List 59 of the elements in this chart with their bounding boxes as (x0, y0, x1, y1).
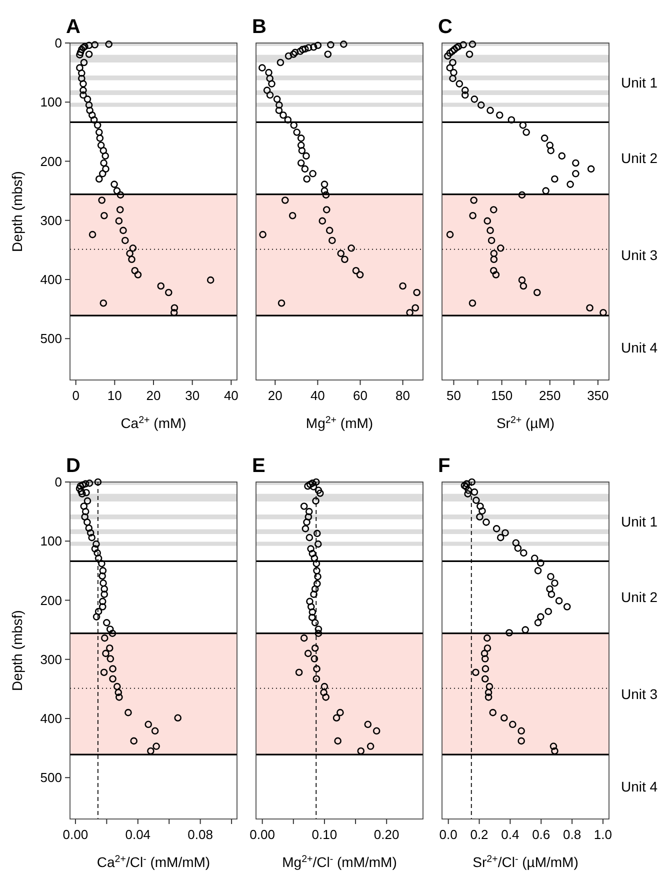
y-tick-label: 500 (40, 331, 62, 346)
text: Unit 3 (621, 246, 658, 263)
text: Unit 1 (621, 514, 658, 530)
y-tick-label: 400 (40, 711, 62, 726)
x-tick-label: 0 (72, 388, 80, 403)
chart-title: A (66, 16, 80, 38)
x-tick-label: 80 (396, 388, 410, 403)
x-tick-label: 0.8 (563, 827, 582, 842)
text: Unit 4 (621, 778, 658, 795)
x-tick-label: 20 (268, 388, 282, 403)
chart-title: C (438, 16, 452, 38)
y-tick-label: 500 (40, 770, 62, 786)
y-tick-label: 0 (54, 474, 62, 490)
x-tick-label: 30 (185, 388, 200, 403)
x-tick-label: 50 (446, 388, 461, 403)
x-axis-title: Mg$^{2+}$/Cl$^{-}$ (mM/mM) (282, 854, 397, 870)
x-tick-label: 0.6 (532, 827, 550, 842)
x-tick-label: 0.00 (250, 827, 275, 842)
x-tick-label: 0.10 (312, 827, 338, 842)
x-tick-label: 350 (587, 388, 609, 403)
x-tick-label: 40 (310, 388, 325, 403)
x-tick-label: 0.04 (125, 827, 151, 842)
x-axis-title: Sr$^{2+}$/Cl$^{-}$ (µM/mM) (472, 854, 578, 870)
x-tick-label: 20 (146, 388, 161, 403)
x-tick-label: 250 (539, 388, 561, 403)
x-tick-label: 60 (353, 388, 368, 403)
chart-title: E (252, 455, 266, 477)
x-tick-label: 40 (224, 388, 238, 403)
chart-title: D (66, 455, 80, 477)
x-tick-label: 10 (107, 388, 122, 403)
text: Unit 2 (621, 589, 658, 606)
y-axis-title: Depth (mbsf) (9, 171, 25, 252)
chart-title: F (438, 455, 450, 477)
y-tick-label: 0 (54, 36, 62, 51)
x-tick-label: 150 (490, 388, 513, 403)
chart-title: B (252, 16, 266, 38)
x-axis-title: Mg$^{2+}$ (mM) (306, 414, 374, 431)
x-axis-title: Ca$^{2+}$/Cl$^{-}$ (mM/mM) (96, 854, 210, 870)
y-axis-title: Depth (mbsf) (9, 610, 25, 691)
y-tick-label: 200 (40, 154, 62, 169)
y-tick-label: 100 (40, 534, 62, 549)
x-tick-label: 0.20 (374, 827, 400, 842)
text: Unit 4 (621, 340, 658, 356)
y-tick-label: 200 (40, 592, 62, 608)
x-tick-label: 0.00 (62, 827, 88, 842)
x-axis-title: Sr$^{2+}$ (µM) (496, 414, 555, 431)
y-tick-label: 300 (40, 652, 62, 667)
y-tick-label: 400 (40, 272, 62, 288)
y-tick-label: 100 (40, 94, 62, 110)
x-tick-label: 0.08 (188, 827, 213, 842)
x-axis-title: Ca$^{2+}$ (mM) (120, 414, 186, 431)
text: Unit 2 (621, 150, 658, 166)
x-tick-label: 0.0 (439, 827, 458, 842)
x-tick-label: 0.2 (470, 827, 488, 842)
text: Unit 3 (621, 686, 658, 702)
x-tick-label: 0.4 (501, 827, 520, 842)
y-tick-label: 300 (40, 212, 62, 228)
x-tick-label: 1.0 (594, 827, 612, 842)
text: Unit 1 (621, 74, 658, 91)
